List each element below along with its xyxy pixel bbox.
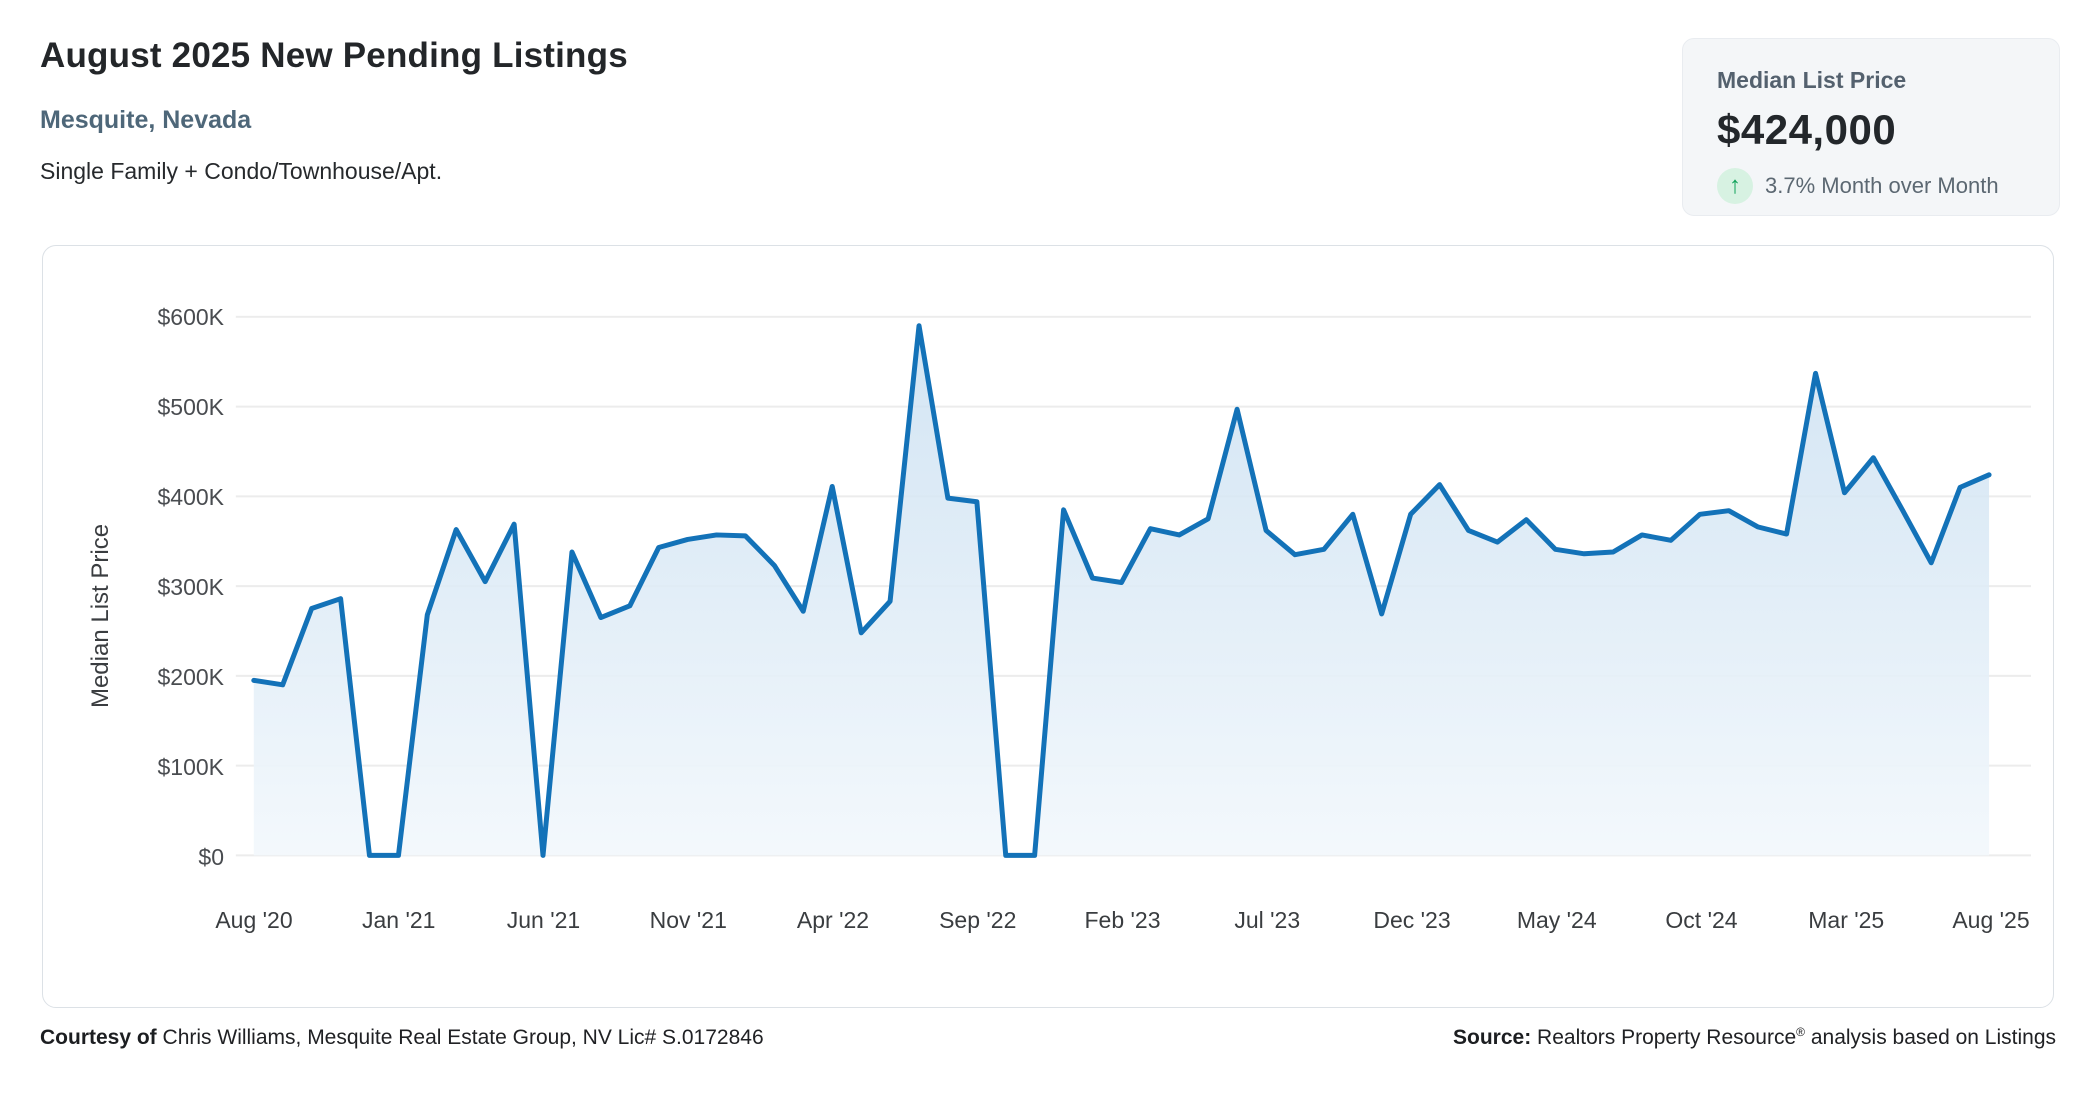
- page-title: August 2025 New Pending Listings: [40, 36, 628, 75]
- chart-svg: [235, 315, 2032, 858]
- x-tick-label: Sep '22: [939, 907, 1017, 933]
- y-tick-label: $300K: [157, 574, 224, 600]
- median-list-price-card: Median List Price $424,000 ↑ 3.7% Month …: [1682, 38, 2060, 216]
- y-tick-label: $600K: [157, 304, 224, 330]
- x-tick-label: Aug '20: [215, 907, 293, 933]
- x-tick-label: May '24: [1516, 907, 1597, 933]
- y-tick-label: $200K: [157, 664, 224, 690]
- source-rest: analysis based on Listings: [1810, 1026, 2056, 1049]
- x-tick-label: Apr '22: [796, 907, 870, 933]
- x-tick-label: Feb '23: [1084, 907, 1161, 933]
- y-tick-label: $100K: [157, 754, 224, 780]
- registered-trademark-symbol: ®: [1796, 1025, 1805, 1039]
- x-tick-label: Dec '23: [1373, 907, 1451, 933]
- x-tick-label: Jan '21: [362, 907, 436, 933]
- stat-card-change-text: 3.7% Month over Month: [1765, 173, 1999, 198]
- source-name: Realtors Property Resource: [1537, 1026, 1797, 1049]
- x-tick-label: Jul '23: [1234, 907, 1301, 933]
- up-arrow-icon: ↑: [1717, 168, 1753, 204]
- x-tick-label: Aug '25: [1952, 907, 2030, 933]
- source-text: Source: Realtors Property Resource® anal…: [1453, 1026, 2056, 1050]
- location-subtitle: Mesquite, Nevada: [40, 106, 252, 134]
- courtesy-value: Chris Williams, Mesquite Real Estate Gro…: [162, 1026, 764, 1049]
- courtesy-text: Courtesy of Chris Williams, Mesquite Rea…: [40, 1026, 764, 1050]
- courtesy-label: Courtesy of: [40, 1026, 157, 1049]
- stat-card-label: Median List Price: [1717, 67, 1907, 93]
- y-tick-label: $500K: [157, 394, 224, 420]
- property-types-text: Single Family + Condo/Townhouse/Apt.: [40, 158, 443, 184]
- x-tick-label: Nov '21: [649, 907, 727, 933]
- chart-panel: $0 $100K $200K $300K $400K $500K $600K Aug '20…: [42, 245, 2054, 1008]
- x-tick-label: Jun '21: [506, 907, 581, 933]
- stat-card-value: $424,000: [1717, 106, 1897, 153]
- x-tick-label: Mar '25: [1808, 907, 1885, 933]
- y-axis-title: Median List Price: [87, 523, 114, 709]
- y-tick-label: $0: [198, 844, 224, 870]
- x-tick-label: Oct '24: [1665, 907, 1738, 933]
- stat-card-change-row: ↑ 3.7% Month over Month: [1717, 168, 2025, 204]
- source-label: Source:: [1453, 1026, 1532, 1049]
- y-tick-label: $400K: [157, 484, 224, 510]
